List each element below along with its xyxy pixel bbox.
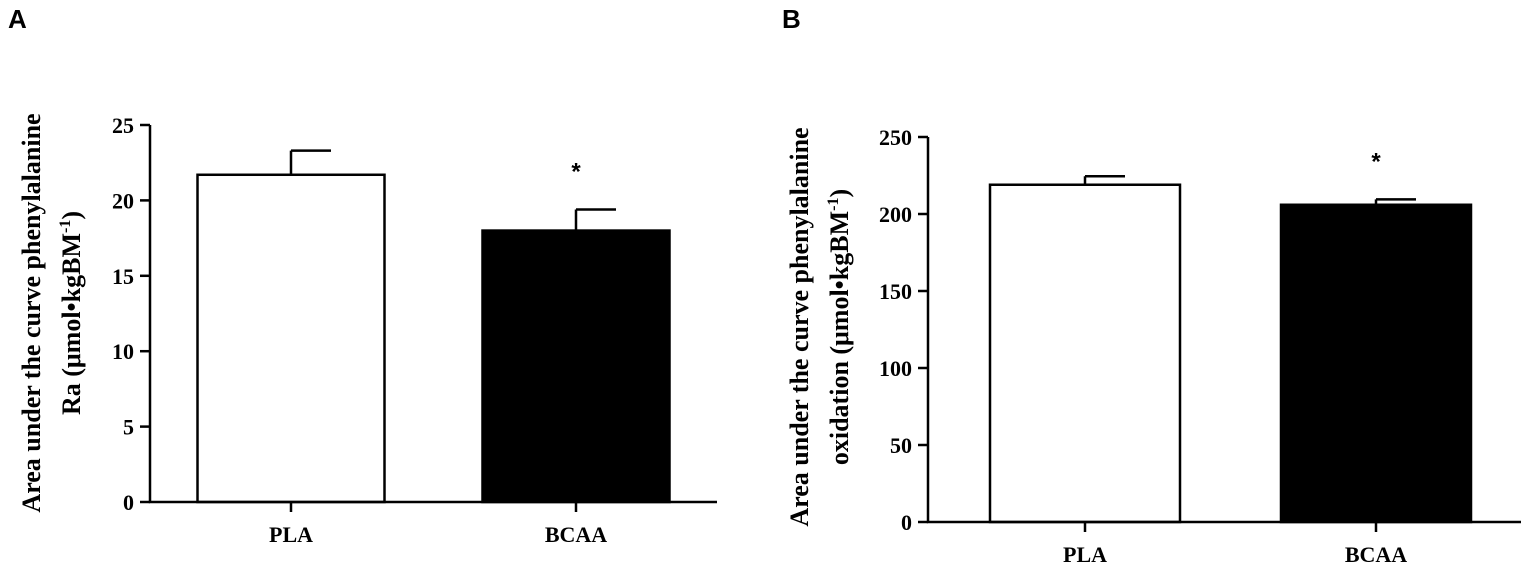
y-tick-label: 20 — [112, 188, 134, 213]
panel-letter: A — [8, 4, 27, 34]
y-axis-title-suffix: ) — [57, 211, 86, 220]
error-bar-bcaa — [1374, 198, 1416, 205]
y-tick-label: 10 — [112, 339, 134, 364]
error-bar-pla — [1083, 175, 1125, 185]
y-tick-label: 100 — [879, 356, 912, 381]
y-axis-title-superscript: -1 — [57, 220, 74, 233]
panel-letter: B — [782, 4, 801, 34]
x-tick-label: BCAA — [545, 522, 607, 547]
y-tick-label: 50 — [890, 433, 912, 458]
y-tick-label: 200 — [879, 202, 912, 227]
y-axis-title-text: Ra (μmol•kgBM — [57, 233, 86, 415]
bar-pla — [988, 183, 1182, 524]
y-axis-title-line1: Area under the curve phenylalanine — [785, 127, 814, 526]
bar-bcaa — [481, 229, 671, 504]
y-tick-label: 150 — [879, 279, 912, 304]
bar-bcaa — [1279, 203, 1473, 524]
y-axis-title-line2: oxidation (μmol•kgBM-1) — [825, 189, 854, 465]
bar-pla — [196, 173, 386, 504]
y-axis-title-suffix: ) — [825, 189, 854, 198]
y-axis-title-text: oxidation (μmol•kgBM — [825, 211, 854, 465]
y-tick-label: 5 — [123, 415, 134, 440]
chart-panel-b: B PLA * BCAA 0 50 100 150 200 250 Area under the c… — [782, 4, 1521, 567]
x-tick-label: BCAA — [1345, 542, 1407, 567]
y-tick-label: 15 — [112, 264, 134, 289]
y-axis-title-line1: Area under the curve phenylalanine — [17, 113, 46, 512]
y-tick-label: 0 — [901, 510, 912, 535]
error-bar-pla — [289, 149, 331, 175]
y-tick-label: 25 — [112, 113, 134, 138]
chart-panel-a: A PLA * BCAA 0 5 10 15 20 25 Area under the curve … — [8, 4, 717, 547]
y-axis-title-line2: Ra (μmol•kgBM-1) — [57, 211, 86, 415]
error-bar-bcaa — [574, 208, 616, 231]
significance-marker: * — [1371, 148, 1381, 175]
x-tick-label: PLA — [1063, 542, 1107, 567]
x-tick-label: PLA — [269, 522, 313, 547]
y-tick-label: 0 — [123, 490, 134, 515]
y-axis-title-superscript: -1 — [825, 198, 842, 211]
y-tick-label: 250 — [879, 125, 912, 150]
significance-marker: * — [571, 158, 581, 185]
